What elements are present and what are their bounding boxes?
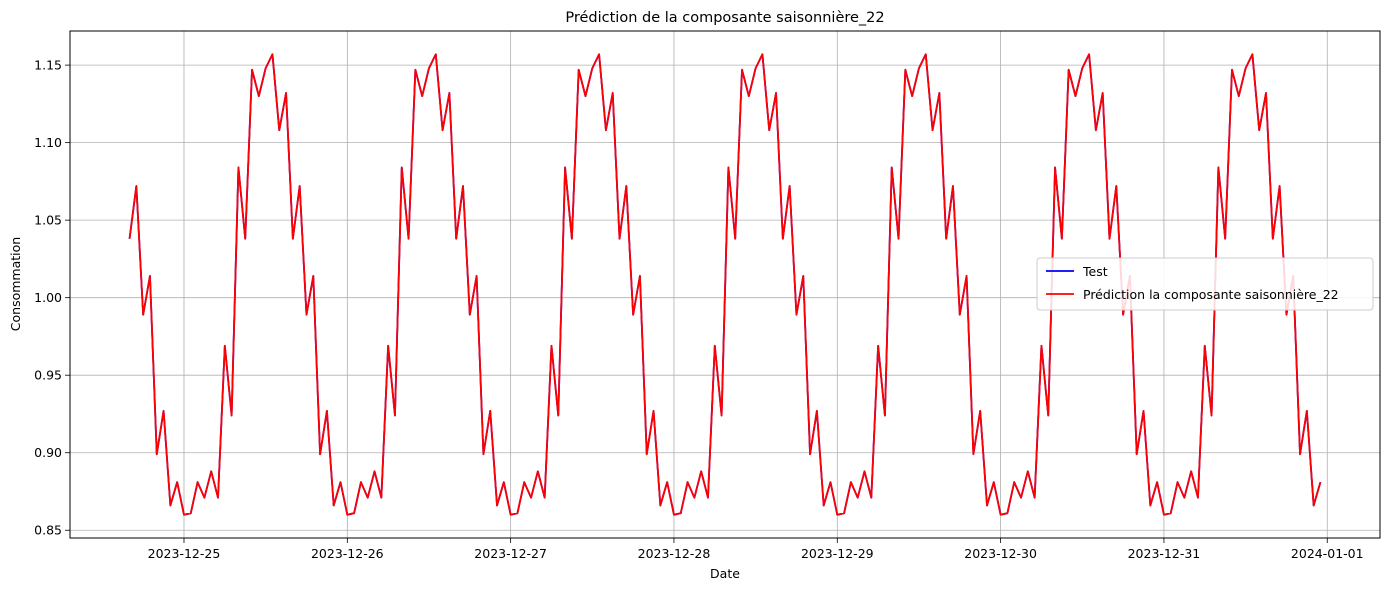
x-axis-label: Date [710,566,740,581]
chart-title: Prédiction de la composante saisonnière_… [565,10,884,26]
x-tick-label: 2023-12-28 [638,546,711,561]
x-tick-label: 2023-12-31 [1128,546,1201,561]
legend: Test Prédiction la composante saisonnièr… [1036,257,1374,311]
legend-box [1036,257,1374,311]
y-tick-label: 0.85 [34,523,62,538]
x-tick-label: 2023-12-26 [311,546,384,561]
y-axis-label: Consommation [8,237,23,331]
x-tick-label: 2023-12-27 [474,546,547,561]
x-tick-label: 2023-12-29 [801,546,874,561]
x-tick-label: 2023-12-30 [964,546,1037,561]
x-tick-label: 2023-12-25 [148,546,221,561]
y-tick-label: 0.95 [34,368,62,383]
y-tick-label: 0.90 [34,445,62,460]
legend-test-label: Test [1082,264,1108,279]
x-axis: 2023-12-25 2023-12-26 2023-12-27 2023-12-28… [148,538,1364,561]
y-tick-label: 1.05 [34,213,62,228]
y-axis: 0.85 0.90 0.95 1.00 1.05 1.10 1.15 [34,58,70,538]
legend-prediction-label: Prédiction la composante saisonnière_22 [1083,287,1339,302]
y-tick-label: 1.15 [34,58,62,73]
y-tick-label: 1.00 [34,290,62,305]
plot-frame [69,30,1381,539]
x-tick-label: 2024-01-01 [1291,546,1364,561]
y-tick-label: 1.10 [34,135,62,150]
